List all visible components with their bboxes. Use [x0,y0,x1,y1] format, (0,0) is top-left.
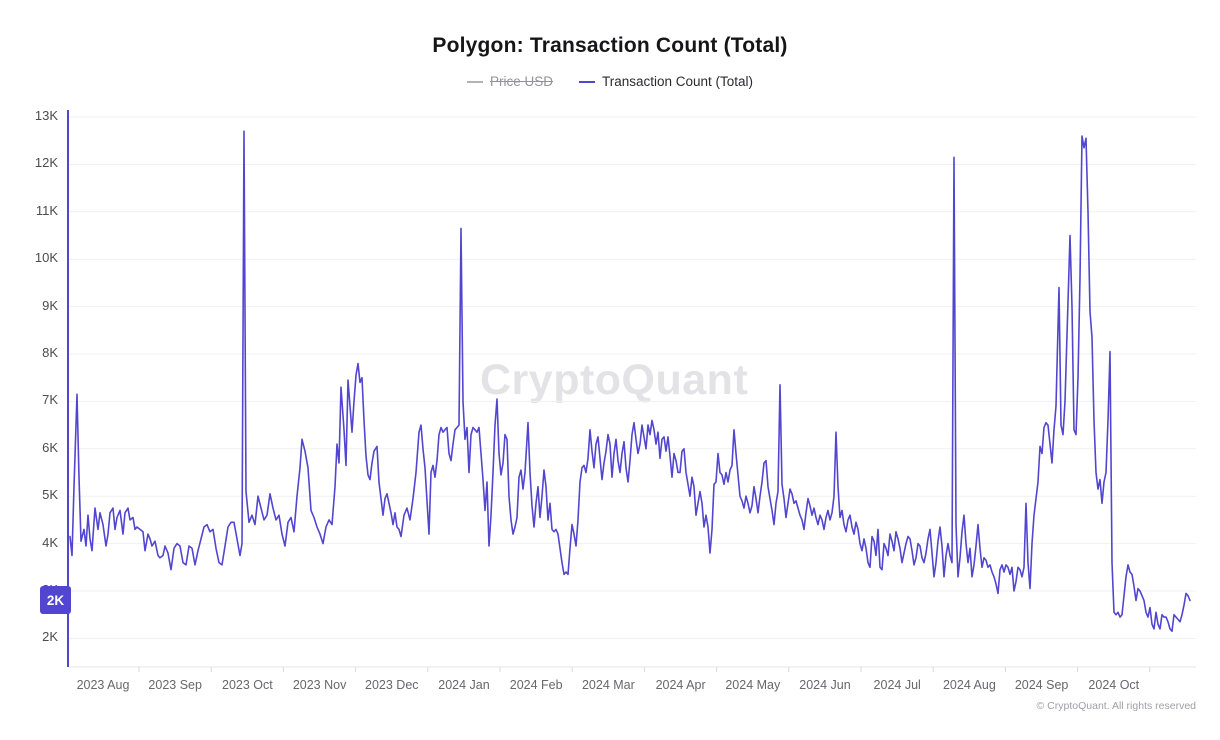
transaction-count-line-marker-icon [578,80,595,83]
y-axis-tick-label: 11K [35,202,58,218]
page-title: Polygon: Transaction Count (Total) [432,34,788,57]
y-axis-tick-label: 13K [34,108,58,123]
transaction-count-line [69,130,1191,633]
x-axis-tick-label: 2024 Jun [799,678,851,692]
current-value-badge: 2K [40,586,71,615]
y-axis-tick-label: 5K [42,487,58,503]
x-axis-tick-label: 2024 Jan [438,678,490,692]
y-axis-tick-label: 6K [42,439,58,455]
legend-label-transaction-count: Transaction Count (Total) [601,74,754,89]
x-axis-tick-label: 2024 Jul [873,678,921,692]
price-usd-line-marker-icon [466,80,483,83]
legend-item-transaction-count[interactable]: Transaction Count (Total) [578,74,754,89]
legend-label-price-usd: Price USD [489,74,553,89]
x-axis-tick-label: 2024 Feb [509,678,563,692]
x-axis-tick-label: 2023 Oct [222,678,273,692]
y-axis-tick-label: 7K [42,392,58,408]
y-axis-tick-label: 8K [42,345,58,360]
x-axis-tick-label: 2024 Sep [1014,678,1069,692]
x-axis-tick-label: 2024 Mar [581,678,635,692]
x-axis-tick-label: 2023 Sep [148,678,202,692]
x-axis-tick-label: 2023 Aug [76,678,130,692]
y-axis-tick-label: 4K [42,534,58,550]
x-axis-tick-label: 2023 Dec [365,678,419,692]
x-axis-tick-label: 2024 Oct [1088,678,1140,692]
x-axis-tick-label: 2023 Nov [292,678,347,692]
x-axis-tick-label: 2024 Aug [942,678,996,692]
legend-item-price-usd[interactable]: Price USD [466,74,553,89]
legend: Price USD Transaction Count (Total) [0,74,1220,89]
y-axis-tick-label: 9K [42,297,58,313]
x-axis-tick-label: 2024 Apr [655,678,706,692]
copyright-footer: © CryptoQuant. All rights reserved [1036,700,1196,712]
y-axis-tick-label: 12K [34,155,58,171]
y-axis-tick-label: 2K [42,629,58,645]
x-axis-tick-label: 2024 May [725,678,781,692]
y-axis-tick-label: 10K [34,250,58,266]
